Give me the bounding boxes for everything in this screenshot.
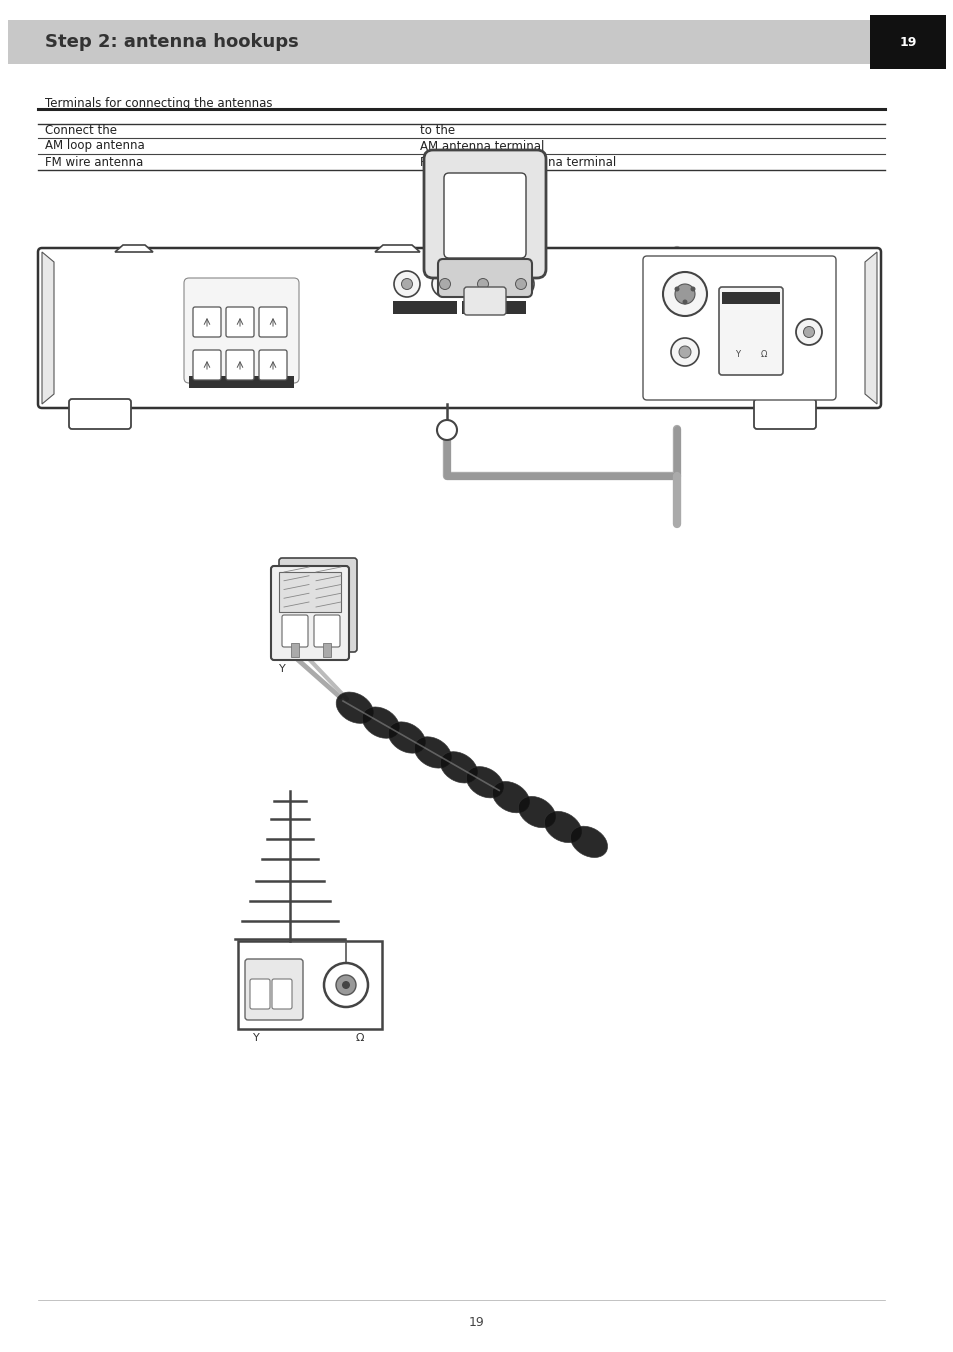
Text: Y: Y <box>253 1033 259 1042</box>
FancyBboxPatch shape <box>38 247 880 408</box>
Text: Step 2: antenna hookups: Step 2: antenna hookups <box>45 32 298 51</box>
Bar <box>869 15 945 69</box>
Circle shape <box>795 319 821 345</box>
FancyBboxPatch shape <box>314 615 339 648</box>
FancyBboxPatch shape <box>226 307 253 337</box>
FancyBboxPatch shape <box>226 350 253 380</box>
Text: FM 75Ω coaxial antenna terminal: FM 75Ω coaxial antenna terminal <box>419 155 616 169</box>
Text: Terminals for connecting the antennas: Terminals for connecting the antennas <box>45 97 273 111</box>
Polygon shape <box>115 245 152 251</box>
Text: Ω: Ω <box>760 350 766 360</box>
Circle shape <box>335 975 355 995</box>
Bar <box>278 572 340 612</box>
Ellipse shape <box>414 737 451 768</box>
FancyBboxPatch shape <box>245 959 303 1019</box>
FancyBboxPatch shape <box>69 399 131 429</box>
Circle shape <box>394 270 419 297</box>
FancyBboxPatch shape <box>423 150 545 279</box>
Text: Ω: Ω <box>429 162 440 176</box>
Circle shape <box>802 326 814 338</box>
Circle shape <box>439 279 450 289</box>
FancyBboxPatch shape <box>282 615 308 648</box>
Ellipse shape <box>466 767 503 798</box>
Circle shape <box>675 284 695 304</box>
FancyBboxPatch shape <box>463 287 505 315</box>
Text: FM wire antenna: FM wire antenna <box>45 155 143 169</box>
Ellipse shape <box>335 692 373 723</box>
Circle shape <box>690 287 695 292</box>
Circle shape <box>341 982 350 990</box>
FancyBboxPatch shape <box>719 287 782 375</box>
FancyBboxPatch shape <box>258 307 287 337</box>
Polygon shape <box>375 245 419 251</box>
Text: AM antenna terminal: AM antenna terminal <box>419 139 544 153</box>
FancyBboxPatch shape <box>258 350 287 380</box>
Circle shape <box>670 338 699 366</box>
Bar <box>8 20 869 64</box>
Ellipse shape <box>388 722 425 753</box>
FancyBboxPatch shape <box>184 279 298 383</box>
FancyBboxPatch shape <box>250 979 270 1009</box>
FancyBboxPatch shape <box>271 566 349 660</box>
Bar <box>291 644 298 657</box>
FancyBboxPatch shape <box>443 173 525 258</box>
Text: 19: 19 <box>469 1315 484 1329</box>
Circle shape <box>477 279 488 289</box>
Circle shape <box>436 420 456 439</box>
Text: Connect the: Connect the <box>45 124 117 138</box>
Bar <box>189 376 294 388</box>
Circle shape <box>681 300 687 304</box>
FancyBboxPatch shape <box>753 399 815 429</box>
FancyBboxPatch shape <box>642 256 835 400</box>
Text: Ω: Ω <box>355 1033 364 1042</box>
Circle shape <box>507 270 534 297</box>
Text: to the: to the <box>419 124 455 138</box>
Text: Y: Y <box>278 664 285 675</box>
FancyBboxPatch shape <box>193 307 221 337</box>
Polygon shape <box>864 251 876 404</box>
Ellipse shape <box>570 826 607 857</box>
Ellipse shape <box>440 752 476 783</box>
Text: AM loop antenna: AM loop antenna <box>45 139 145 153</box>
FancyBboxPatch shape <box>193 350 221 380</box>
Circle shape <box>324 963 368 1007</box>
FancyBboxPatch shape <box>237 941 381 1029</box>
Circle shape <box>470 270 496 297</box>
Circle shape <box>432 270 457 297</box>
FancyBboxPatch shape <box>272 979 292 1009</box>
Circle shape <box>662 272 706 316</box>
FancyBboxPatch shape <box>437 260 532 297</box>
Bar <box>393 301 456 314</box>
Polygon shape <box>42 251 54 404</box>
Ellipse shape <box>492 781 529 813</box>
Bar <box>323 644 331 657</box>
Circle shape <box>679 346 690 358</box>
Ellipse shape <box>544 811 581 842</box>
Bar <box>721 292 780 304</box>
Circle shape <box>401 279 412 289</box>
Ellipse shape <box>362 707 399 738</box>
Text: 19: 19 <box>899 35 916 49</box>
FancyBboxPatch shape <box>278 558 356 652</box>
Ellipse shape <box>517 796 555 827</box>
Text: Y: Y <box>735 350 740 360</box>
Circle shape <box>515 279 526 289</box>
Bar <box>461 301 525 314</box>
Circle shape <box>674 287 679 292</box>
